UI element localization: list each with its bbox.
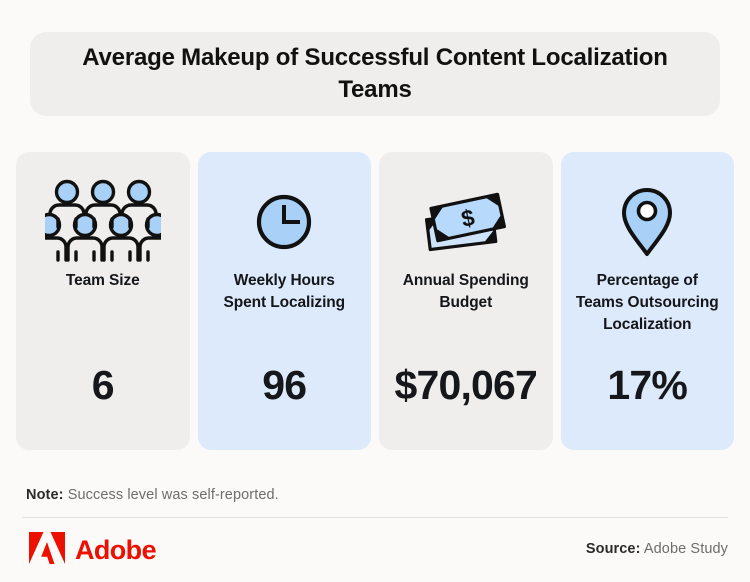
stat-card-value: 96 (262, 362, 307, 408)
page-title: Average Makeup of Successful Content Loc… (82, 44, 668, 103)
svg-text:$: $ (459, 204, 477, 232)
adobe-logo: Adobe (28, 531, 157, 570)
people-group-icon (44, 174, 161, 270)
stat-card-value-wrap: 6 (16, 365, 190, 406)
map-pin-icon (620, 174, 674, 270)
footnote-text: Success level was self-reported. (63, 487, 279, 503)
footnote-label: Note: (26, 487, 64, 503)
footer-divider (22, 517, 728, 518)
stat-card-row: Team Size 6 Weekly Hours Spent Localizin… (16, 152, 734, 450)
stat-card-value-wrap: 96 (198, 365, 372, 406)
stat-card-label: Weekly Hours Spent Localizing (223, 272, 346, 311)
stat-card-value: 6 (91, 362, 115, 408)
stat-card-label: Percentage of Teams Outsourcing Localiza… (575, 272, 719, 333)
adobe-a-mark-icon (28, 531, 66, 570)
stat-card-label: Annual Spending Budget (402, 272, 529, 311)
stat-card-annual-budget: $ Annual Spending Budget $70,067 (379, 152, 553, 450)
title-card: Average Makeup of Successful Content Loc… (30, 32, 720, 116)
clock-icon (253, 174, 315, 270)
source-attribution: Source: Adobe Study (586, 541, 728, 557)
source-text: Adobe Study (640, 541, 728, 557)
adobe-wordmark: Adobe (75, 535, 157, 565)
stat-card-value: 17% (607, 362, 688, 408)
stat-card-value-wrap: 17% (561, 365, 735, 406)
source-label: Source: (585, 541, 641, 557)
footnote: Note: Success level was self-reported. (26, 487, 279, 503)
stat-card-label: Team Size (65, 272, 140, 289)
stat-card-team-size: Team Size 6 (16, 152, 190, 450)
stat-card-value-wrap: $70,067 (379, 365, 553, 406)
stat-card-outsourcing-percentage: Percentage of Teams Outsourcing Localiza… (560, 152, 735, 450)
stat-card-value: $70,067 (394, 362, 538, 408)
stat-card-weekly-hours: Weekly Hours Spent Localizing 96 (197, 152, 372, 450)
money-banknotes-icon: $ (418, 174, 514, 270)
